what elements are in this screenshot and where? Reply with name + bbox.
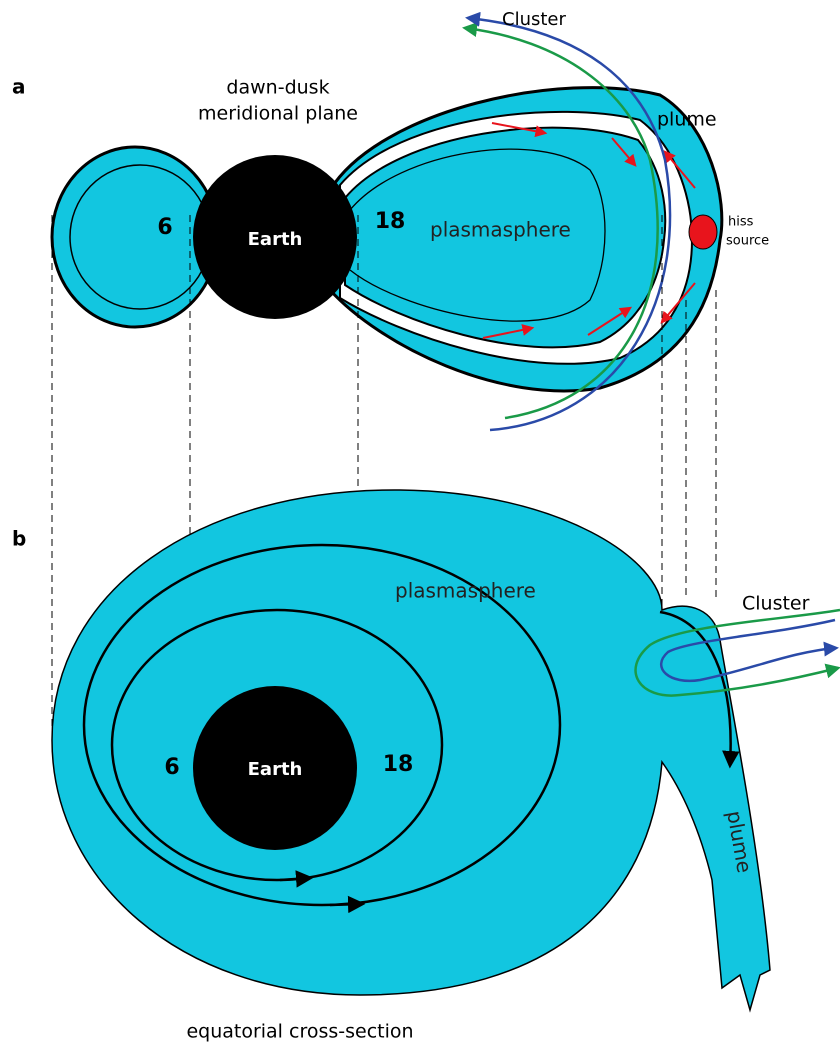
- blue-orbit-b: [660, 618, 839, 683]
- blue-orbit: [465, 11, 672, 432]
- earth-b: [193, 686, 357, 850]
- arrow: [587, 306, 633, 336]
- dashed-lines: [51, 215, 717, 745]
- plume-arrow: [659, 610, 740, 769]
- arrow: [660, 282, 696, 324]
- arrow: [611, 137, 637, 167]
- panel-a: [50, 11, 724, 432]
- hiss-source: [688, 214, 718, 250]
- title-line: dawn-dusk: [226, 77, 329, 99]
- plume-label: plume: [657, 109, 717, 131]
- arrow: [663, 150, 696, 189]
- green-orbit: [462, 22, 659, 420]
- title-line: meridional plane: [198, 103, 358, 125]
- arrow: [482, 324, 535, 339]
- ring-arrow: [329, 895, 366, 914]
- green-orbit-b: [634, 608, 840, 697]
- l-label: 18: [375, 209, 406, 234]
- cluster-label: Cluster: [502, 9, 566, 30]
- earth-label: Earth: [248, 759, 303, 780]
- plasmasphere-label: plasmasphere: [395, 579, 536, 603]
- hiss-label: source: [726, 234, 769, 249]
- arrow: [491, 122, 548, 138]
- inner-ring: [110, 608, 444, 882]
- plasmasphere-b: [51, 489, 771, 1013]
- l-label: 6: [164, 755, 179, 780]
- hiss-label: hiss: [728, 215, 754, 230]
- caption: equatorial cross-section: [186, 1021, 413, 1043]
- earth-label: Earth: [248, 229, 303, 250]
- l-label: 6: [157, 215, 172, 240]
- panel-label: b: [12, 527, 26, 551]
- red-arrows: [482, 122, 696, 339]
- plasmasphere-label: plasmasphere: [430, 218, 571, 242]
- plasmasphere-a: [344, 126, 667, 349]
- l-label: 18: [383, 752, 414, 777]
- panel-label: a: [12, 75, 26, 99]
- inner-line: [349, 148, 606, 322]
- outer-ring: [82, 543, 562, 907]
- ring-arrow: [279, 870, 314, 888]
- earth-a: [193, 155, 357, 319]
- cluster-label: Cluster: [742, 593, 810, 615]
- panel-b: [51, 489, 840, 1013]
